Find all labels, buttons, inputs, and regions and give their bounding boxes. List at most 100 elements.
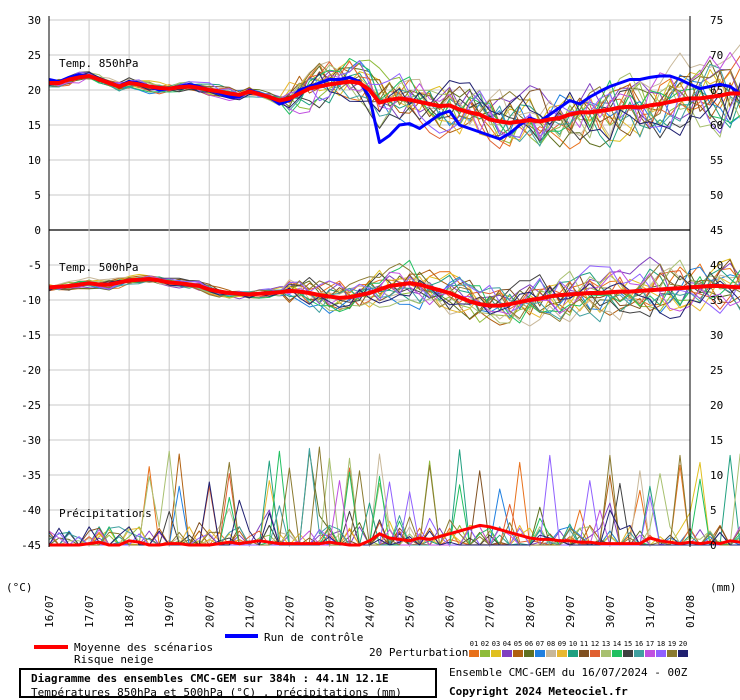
member-legend-num: 11 (580, 640, 588, 648)
member-legend-num: 07 (536, 640, 544, 648)
x-tick-label: 23/07 (323, 595, 336, 628)
member-legend-swatch (634, 650, 644, 657)
y-tick-label: 15 (28, 119, 41, 132)
y2-tick-label: 10 (710, 469, 723, 482)
y2-tick-label: 75 (710, 14, 723, 27)
member-legend-num: 18 (657, 640, 665, 648)
legend-snow-label: Risque neige (74, 653, 153, 666)
x-tick-label: 22/07 (283, 595, 296, 628)
y-tick-label: 0 (34, 224, 41, 237)
member-500-line (48, 256, 740, 315)
y2-tick-label: 15 (710, 434, 723, 447)
x-tick-label: 20/07 (203, 595, 216, 628)
title-box: Diagramme des ensembles CMC-GEM sur 384h… (19, 668, 437, 699)
y-tick-label: 25 (28, 49, 41, 62)
x-tick-label: 29/07 (564, 595, 577, 628)
member-legend-swatch (667, 650, 677, 657)
member-legend-swatch (557, 650, 567, 657)
member-legend-num: 06 (525, 640, 533, 648)
panel-label-precip: Précipitations (59, 507, 152, 520)
x-tick-label: 25/07 (404, 595, 417, 628)
member-legend-swatch (513, 650, 523, 657)
x-tick-label: 19/07 (163, 595, 176, 628)
member-850-line (48, 64, 740, 139)
x-tick-label: 21/07 (243, 595, 256, 628)
chart-title: Diagramme des ensembles CMC-GEM sur 384h… (31, 672, 389, 685)
member-legend-swatch (535, 650, 545, 657)
member-legend-num: 08 (547, 640, 555, 648)
y-tick-label: -25 (21, 399, 41, 412)
member-legend-num: 15 (624, 640, 632, 648)
member-legend-swatch (612, 650, 622, 657)
member-legend-num: 19 (668, 640, 676, 648)
y-tick-label: -20 (21, 364, 41, 377)
member-legend-swatch (645, 650, 655, 657)
x-tick-label: 01/08 (684, 595, 697, 628)
y2-tick-label: 0 (710, 539, 717, 552)
x-tick-label: 16/07 (43, 595, 56, 628)
y2-tick-label: 50 (710, 189, 723, 202)
y-tick-label: -15 (21, 329, 41, 342)
y-tick-label: -40 (21, 504, 41, 517)
legend-mean-label: Moyenne des scénarios (74, 641, 213, 654)
copyright: Copyright 2024 Meteociel.fr (449, 685, 628, 698)
main-lines (48, 73, 740, 547)
member-legend-num: 02 (481, 640, 489, 648)
run-info: Ensemble CMC-GEM du 16/07/2024 - 00Z (449, 666, 688, 679)
y-tick-label: 30 (28, 14, 41, 27)
member-legend-num: 09 (558, 640, 566, 648)
y2-tick-label: 5 (710, 504, 717, 517)
y2-tick-label: 20 (710, 399, 723, 412)
y2-tick-label: 35 (710, 294, 723, 307)
y2-tick-label: 30 (710, 329, 723, 342)
y-tick-label: 20 (28, 84, 41, 97)
y-tick-label: -5 (28, 259, 41, 272)
y-tick-label: -35 (21, 469, 41, 482)
chart-axes: 16/07 17/07 18/07 19/07 20/07 21/07 22/07 23/07… (21, 14, 723, 628)
member-legend-swatch (678, 650, 688, 657)
x-tick-label: 24/07 (364, 595, 377, 628)
member-legend: 01 02 03 04 05 06 07 08 09 10 11 12 13 14 15 16 17 18 19 20 (469, 640, 688, 657)
chart-legend: Moyenne des scénarios Risque neige Run d… (34, 631, 688, 666)
member-legend-num: 20 (679, 640, 687, 648)
member-legend-swatch (469, 650, 479, 657)
x-tick-label: 27/07 (484, 595, 497, 628)
left-axis-unit: (°C) (6, 581, 33, 594)
member-legend-num: 14 (613, 640, 621, 648)
y2-tick-label: 55 (710, 154, 723, 167)
panel-label-850: Temp. 850hPa (59, 57, 138, 70)
x-tick-label: 31/07 (644, 595, 657, 628)
member-legend-num: 05 (514, 640, 522, 648)
y-tick-label: 5 (34, 189, 41, 202)
x-tick-label: 18/07 (123, 595, 136, 628)
y-tick-label: 10 (28, 154, 41, 167)
x-tick-label: 28/07 (524, 595, 537, 628)
member-legend-swatch (623, 650, 633, 657)
y2-tick-label: 60 (710, 119, 723, 132)
y-tick-label: -10 (21, 294, 41, 307)
panel-labels: Temp. 850hPa Temp. 500hPa Précipitations (59, 57, 152, 520)
chart-subtitle: Températures 850hPa et 500hPa (°C) , pré… (31, 686, 402, 699)
member-legend-num: 16 (635, 640, 643, 648)
legend-control-label: Run de contrôle (264, 631, 363, 644)
x-tick-label: 26/07 (444, 595, 457, 628)
ensemble-members (48, 44, 740, 546)
member-legend-swatch (502, 650, 512, 657)
y2-tick-label: 25 (710, 364, 723, 377)
y2-tick-label: 40 (710, 259, 723, 272)
mean-500-line (48, 277, 740, 308)
y-tick-label: -45 (21, 539, 41, 552)
member-850-line (48, 72, 740, 141)
mean-precip-line (49, 523, 740, 547)
x-tick-label: 30/07 (604, 595, 617, 628)
legend-perturb-label: 20 Perturbations (369, 646, 475, 659)
member-legend-swatch (579, 650, 589, 657)
member-legend-num: 12 (591, 640, 599, 648)
member-legend-swatch (656, 650, 666, 657)
member-legend-swatch (480, 650, 490, 657)
member-500-line (48, 277, 740, 319)
member-legend-num: 01 (470, 640, 478, 648)
member-legend-swatch (546, 650, 556, 657)
y-tick-label: -30 (21, 434, 41, 447)
member-legend-num: 04 (503, 640, 511, 648)
